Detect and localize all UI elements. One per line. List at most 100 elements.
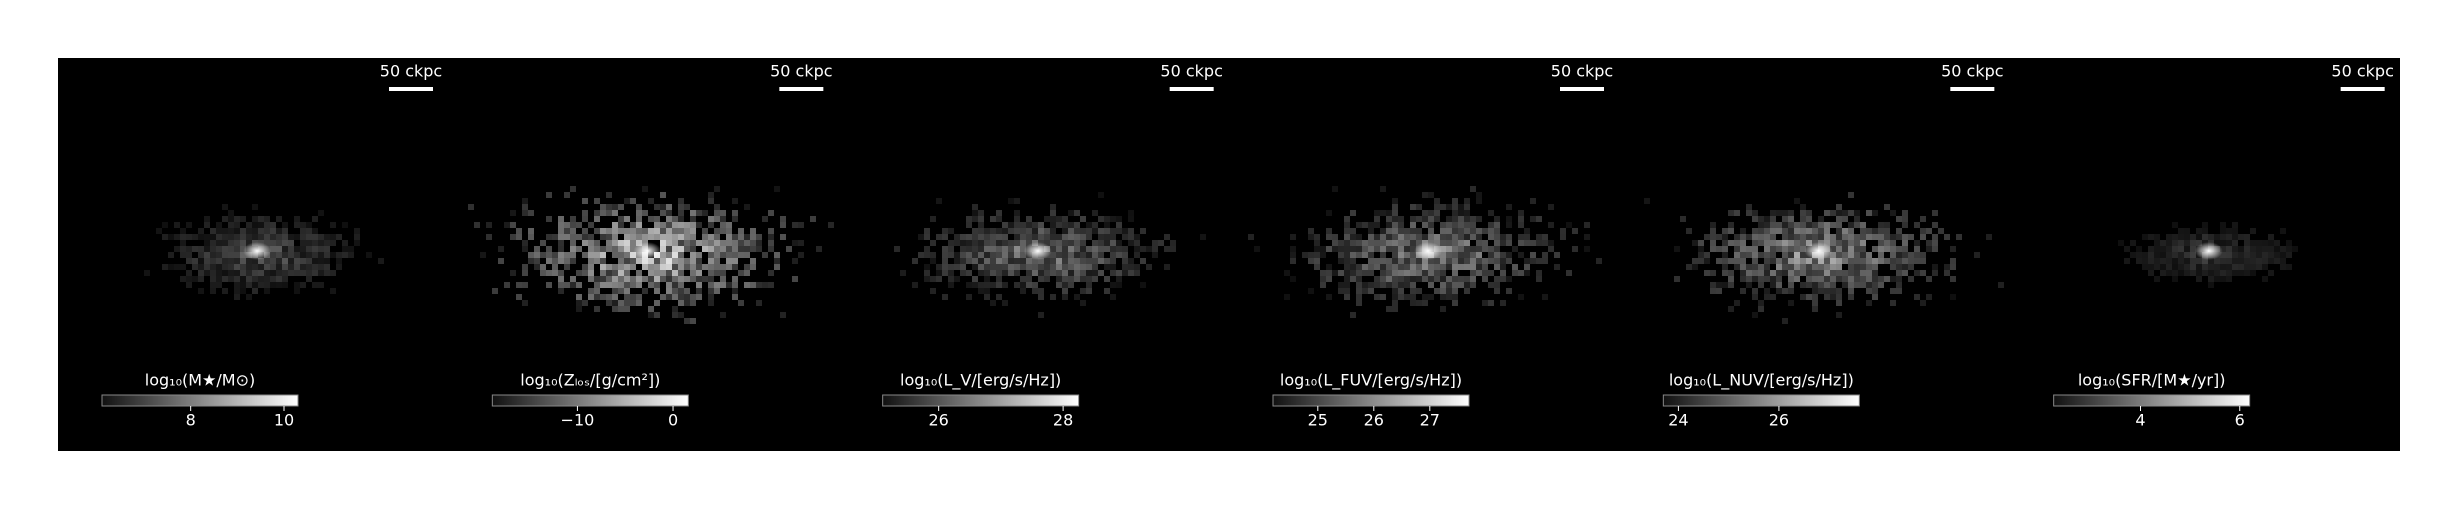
pixel	[1074, 240, 1080, 246]
pixel	[678, 216, 684, 222]
pixel	[816, 246, 822, 252]
pixel	[1368, 270, 1374, 276]
pixel	[678, 252, 684, 258]
pixel	[660, 264, 666, 270]
colorbar	[1272, 394, 1470, 407]
pixel	[1788, 216, 1794, 222]
pixel	[1836, 300, 1842, 306]
pixel	[612, 264, 618, 270]
pixel	[1410, 300, 1416, 306]
pixel	[972, 246, 978, 252]
pixel	[1932, 234, 1938, 240]
pixel	[1410, 270, 1416, 276]
pixel	[690, 252, 696, 258]
pixel	[1806, 258, 1812, 264]
pixel	[192, 276, 198, 282]
pixel	[1134, 252, 1140, 258]
pixel	[1404, 294, 1410, 300]
pixel	[1356, 234, 1362, 240]
pixel	[2178, 234, 2184, 240]
pixel	[684, 240, 690, 246]
pixel	[234, 228, 240, 234]
pixel	[222, 276, 228, 282]
pixel	[1062, 234, 1068, 240]
pixel	[930, 258, 936, 264]
pixel	[714, 204, 720, 210]
pixel	[1842, 234, 1848, 240]
pixel	[1254, 246, 1260, 252]
pixel	[660, 276, 666, 282]
pixel	[594, 252, 600, 258]
pixel	[1122, 228, 1128, 234]
pixel	[624, 228, 630, 234]
pixel	[1440, 246, 1446, 252]
pixel	[1122, 258, 1128, 264]
pixel	[570, 276, 576, 282]
pixel	[1824, 288, 1830, 294]
pixel	[1770, 294, 1776, 300]
pixel	[258, 276, 264, 282]
pixel	[1392, 210, 1398, 216]
pixel	[1356, 222, 1362, 228]
pixel	[1710, 246, 1716, 252]
colorbar-label: log₁₀(L_FUV/[erg/s/Hz])	[1280, 371, 1462, 391]
pixel	[684, 228, 690, 234]
pixel	[270, 258, 276, 264]
pixel	[1398, 294, 1404, 300]
pixel	[1542, 234, 1548, 240]
pixel	[1854, 246, 1860, 252]
pixel	[1926, 276, 1932, 282]
pixel	[630, 228, 636, 234]
pixel	[1092, 240, 1098, 246]
pixel	[198, 276, 204, 282]
pixel	[642, 234, 648, 240]
pixel	[1092, 210, 1098, 216]
pixel	[306, 240, 312, 246]
pixel	[684, 246, 690, 252]
pixel	[1326, 264, 1332, 270]
pixel	[654, 276, 660, 282]
pixel	[1314, 264, 1320, 270]
pixel	[1482, 276, 1488, 282]
pixel	[576, 306, 582, 312]
pixel	[174, 246, 180, 252]
pixel	[912, 282, 918, 288]
pixel	[1692, 240, 1698, 246]
pixel	[1032, 234, 1038, 240]
pixel	[276, 252, 282, 258]
pixel	[1932, 270, 1938, 276]
pixel	[1716, 258, 1722, 264]
pixel	[306, 222, 312, 228]
pixel	[252, 216, 258, 222]
pixel	[1896, 270, 1902, 276]
pixel	[1842, 216, 1848, 222]
pixel	[672, 276, 678, 282]
pixel	[246, 222, 252, 228]
pixel	[1812, 282, 1818, 288]
pixel	[1002, 270, 1008, 276]
pixel	[966, 234, 972, 240]
pixel	[552, 258, 558, 264]
pixel	[198, 264, 204, 270]
pixel	[210, 264, 216, 270]
pixel	[690, 240, 696, 246]
pixel	[1122, 234, 1128, 240]
pixel	[1428, 192, 1434, 198]
pixel	[642, 228, 648, 234]
pixel	[1470, 234, 1476, 240]
colorbar-tick-label: 27	[1420, 411, 1440, 430]
pixel	[312, 246, 318, 252]
pixel	[1920, 228, 1926, 234]
pixel	[2280, 252, 2286, 258]
pixel	[1518, 252, 1524, 258]
pixel	[216, 282, 222, 288]
pixel	[1020, 282, 1026, 288]
pixel	[636, 216, 642, 222]
pixel	[630, 240, 636, 246]
pixel	[792, 276, 798, 282]
pixel	[714, 228, 720, 234]
pixel	[606, 234, 612, 240]
pixel	[606, 210, 612, 216]
pixel	[276, 246, 282, 252]
pixel	[1452, 246, 1458, 252]
